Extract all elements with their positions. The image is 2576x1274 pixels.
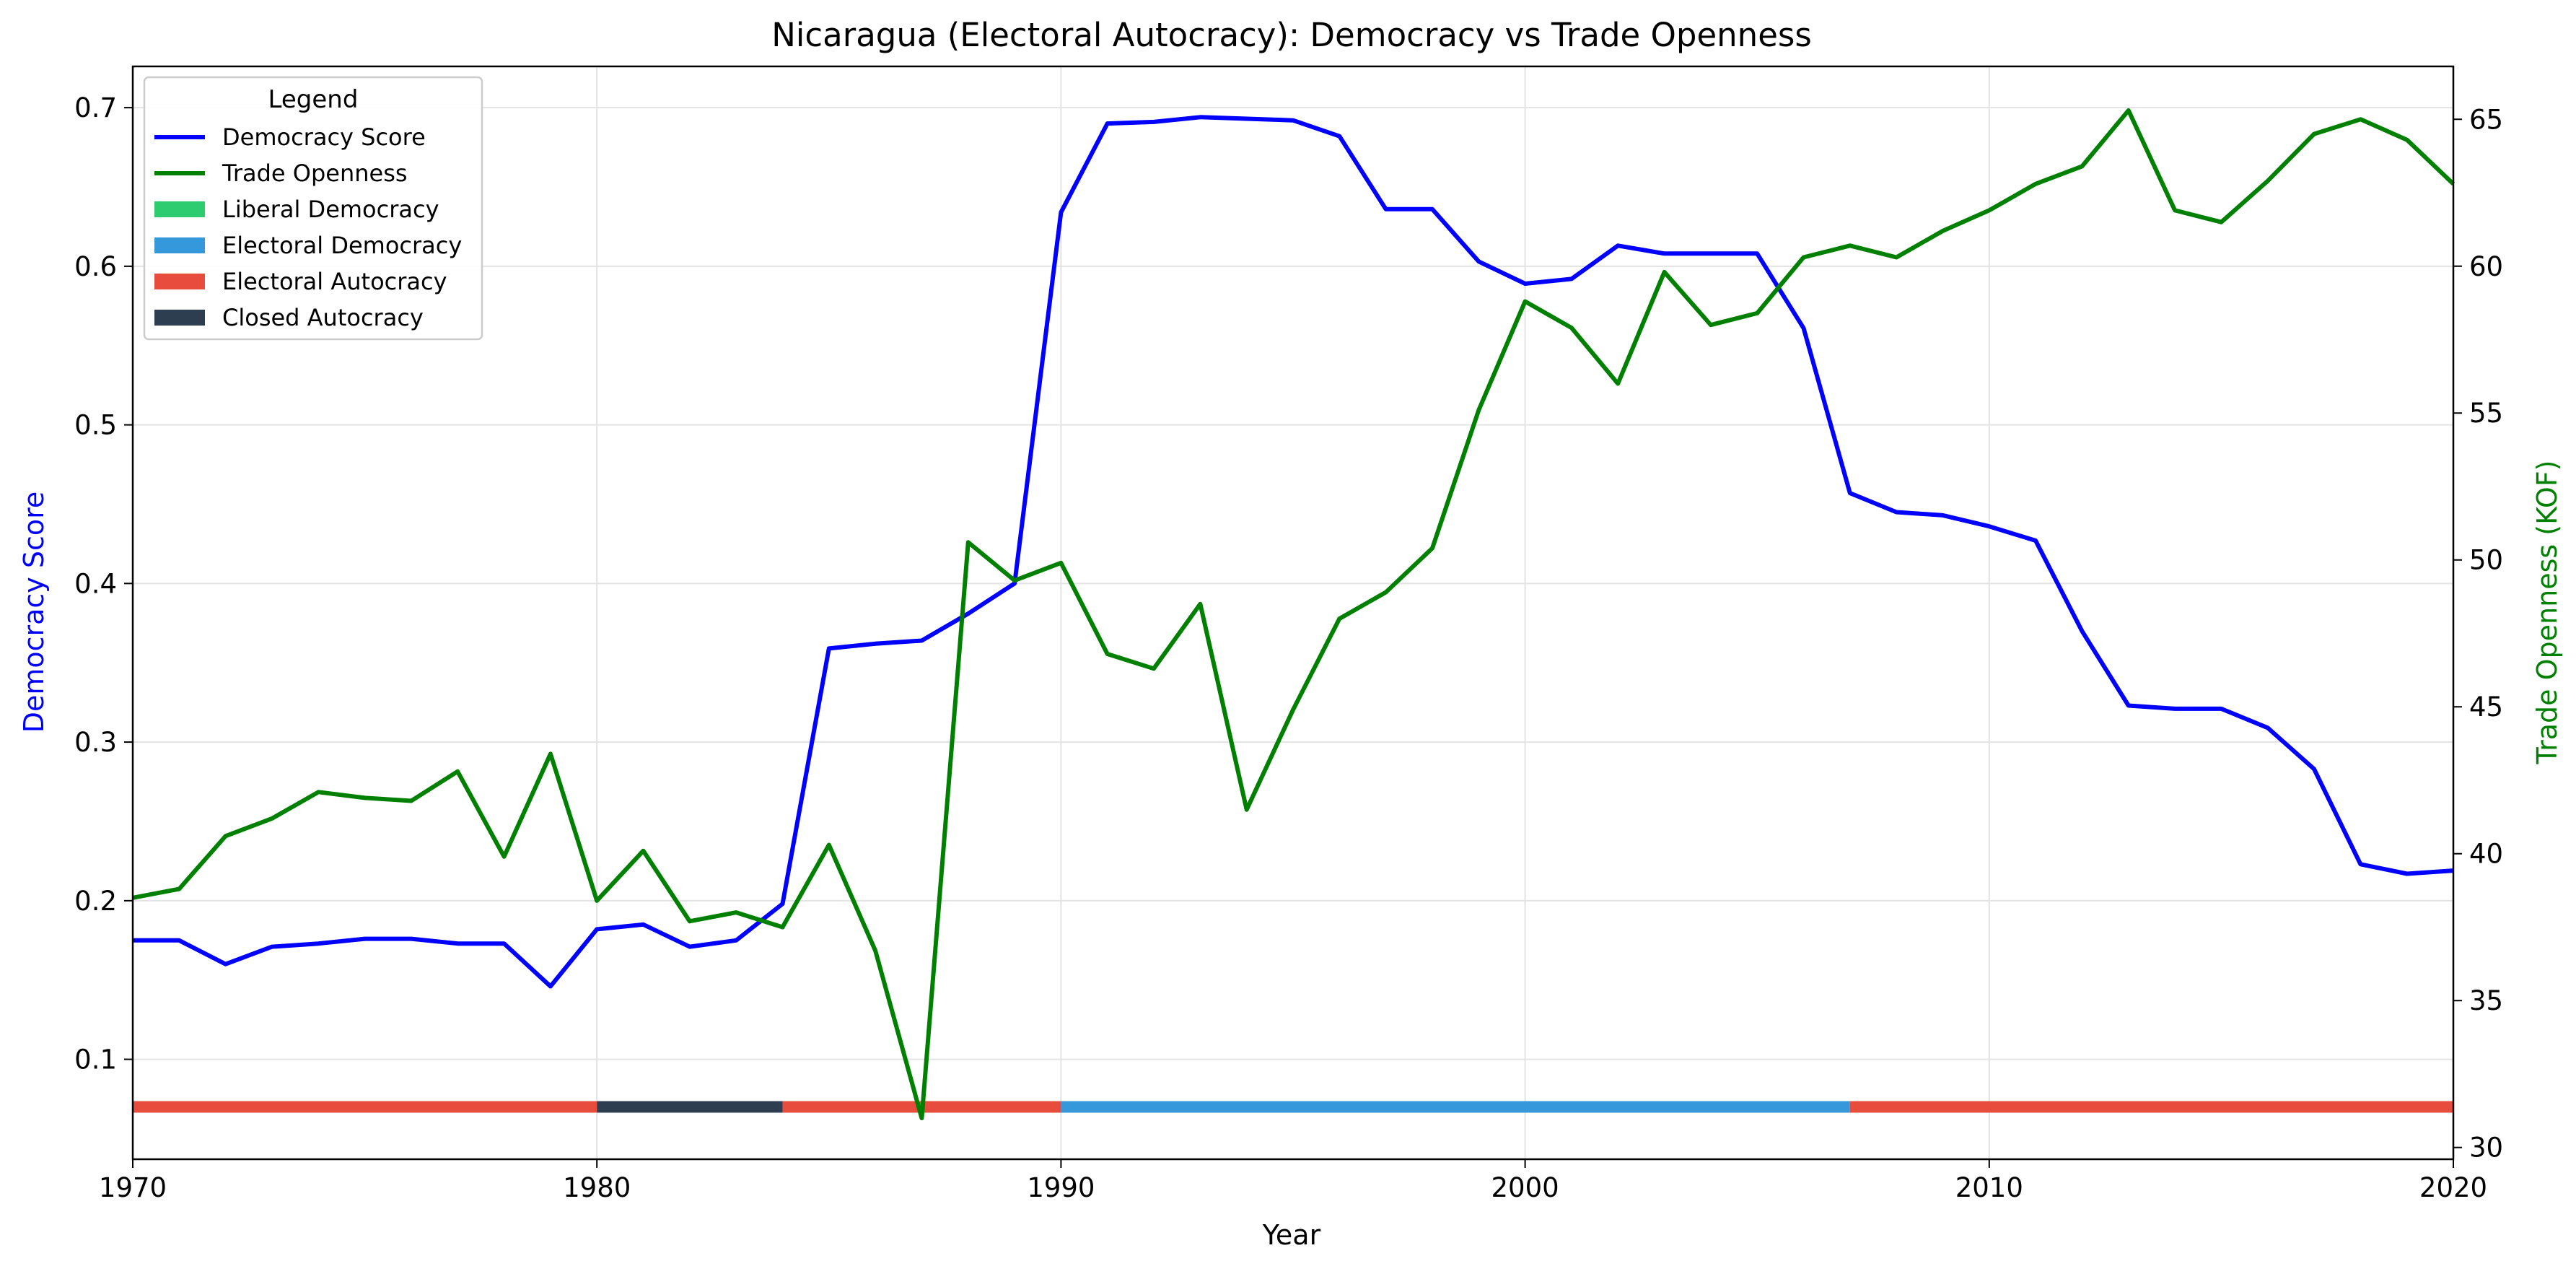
legend-title: Legend [268,85,359,114]
legend-label: Democracy Score [222,123,426,151]
left-y-tick-label: 0.4 [74,568,117,599]
legend-patch-swatch [154,310,205,326]
x-tick-label: 1990 [1027,1172,1095,1203]
left-y-tick-label: 0.1 [74,1044,117,1076]
series-line [133,115,2454,989]
legend-label: Electoral Autocracy [222,268,447,295]
right-y-tick-label: 40 [2469,839,2503,870]
x-tick-label: 1970 [99,1172,167,1203]
legend-label: Trade Openness [222,160,408,187]
x-tick-label: 2010 [1955,1172,2023,1203]
x-tick-label: 2000 [1491,1172,1559,1203]
legend-patch-swatch [154,274,205,289]
right-y-tick-label: 45 [2469,691,2503,723]
right-y-tick-label: 30 [2469,1133,2503,1164]
legend-patch-swatch [154,237,205,253]
legend-label: Liberal Democracy [222,196,439,223]
axis-ticks: 1970 1980 1990 2000 2010 2020 0.1 0.2 0.3 0.4 0.5 0… [74,92,2503,1203]
right-y-tick-label: 50 [2469,545,2503,576]
legend-label: Closed Autocracy [222,304,424,331]
left-y-tick-label: 0.3 [74,727,117,758]
right-y-axis-label: Trade Openness (KOF) [2531,460,2563,764]
left-y-axis-label: Democracy Score [18,492,50,733]
left-y-tick-label: 0.6 [74,251,117,282]
left-y-tick-label: 0.7 [74,92,117,123]
legend-patch-swatch [154,201,205,217]
legend-label: Electoral Democracy [222,232,462,259]
legend: Legend Democracy Score Trade Openness Libe… [143,76,483,341]
right-y-tick-label: 60 [2469,251,2503,282]
left-y-tick-label: 0.2 [74,886,117,917]
series-lines [132,108,2455,1120]
right-y-tick-label: 65 [2469,104,2503,135]
chart-title: Nicaragua (Electoral Autocracy): Democra… [771,16,1812,54]
legend-box [143,76,483,341]
series-line [132,108,2455,1120]
x-tick-label: 1980 [563,1172,631,1203]
left-y-tick-label: 0.5 [74,410,117,441]
right-y-tick-label: 55 [2469,398,2503,429]
legend-entries: Democracy Score Trade Openness Liberal Dem… [154,123,462,331]
right-y-tick-label: 35 [2469,985,2503,1016]
x-axis-label: Year [1262,1219,1321,1251]
x-tick-label: 2020 [2419,1172,2487,1203]
plot-frame [131,65,2455,1161]
